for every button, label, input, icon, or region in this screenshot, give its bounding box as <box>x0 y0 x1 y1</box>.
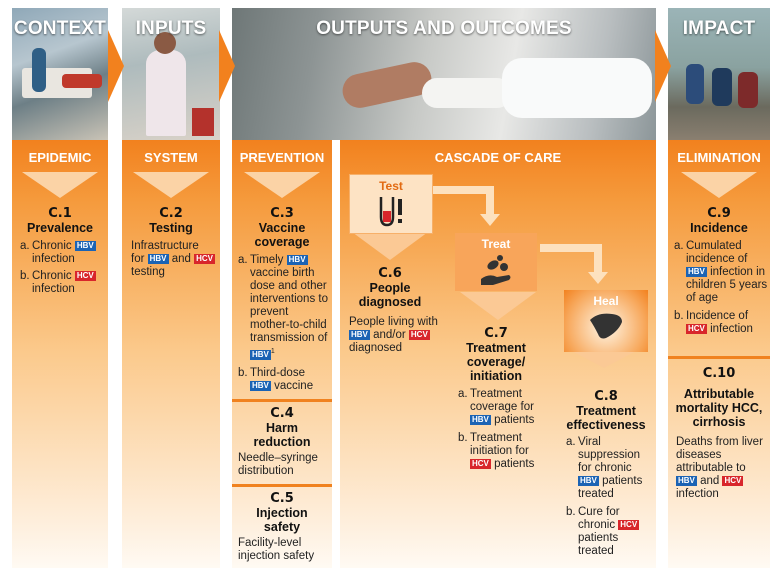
hcv-badge: HCV <box>470 459 491 469</box>
hcv-badge: HCV <box>618 520 640 530</box>
c7-title: Treatment coverage/ initiation <box>466 341 526 383</box>
test-tube-icon <box>379 197 402 227</box>
pills-in-hand-icon <box>481 255 511 285</box>
c8-body: a. Viral suppression for chronic HBV pati… <box>566 436 643 557</box>
treat-label: Treat <box>481 237 511 251</box>
test-stage-box: Test <box>349 174 433 234</box>
hbv-badge: HBV <box>676 476 697 486</box>
context-photo <box>12 8 108 140</box>
hbv-badge: HBV <box>578 476 599 486</box>
context-column <box>12 140 108 568</box>
treat-stage-box: Treat <box>455 233 537 291</box>
prevention-divider-1 <box>232 399 332 402</box>
system-subheader: SYSTEM <box>144 150 198 165</box>
hbv-badge: HBV <box>250 380 271 391</box>
outputs-photo <box>232 8 656 140</box>
epidemic-subheader: EPIDEMIC <box>28 150 92 165</box>
context-chevron <box>22 172 98 198</box>
c5-id: C.5 <box>270 491 294 506</box>
c6-title: People diagnosed <box>358 281 422 309</box>
c2-id: C.2 <box>159 206 183 221</box>
c6-body: People living with HBV and/or HCV diagno… <box>349 316 438 354</box>
hcv-badge: HCV <box>686 324 707 334</box>
c5-title: Injection safety <box>256 506 308 534</box>
hbv-badge: HBV <box>74 241 96 251</box>
inputs-column <box>122 140 220 568</box>
c7-body: a. Treatment coverage for HBV patients b.… <box>458 388 535 470</box>
hbv-badge: HBV <box>349 330 370 340</box>
c10-id: C.10 <box>702 366 736 381</box>
c5-body: Facility-level injection safety <box>238 537 315 562</box>
outputs-header: OUTPUTS AND OUTCOMES <box>316 18 572 39</box>
c2-title: Testing <box>149 221 193 235</box>
prevention-subheader: PREVENTION <box>239 150 325 165</box>
c1-id: C.1 <box>48 206 72 221</box>
c8-id: C.8 <box>594 389 618 404</box>
impact-column <box>668 140 770 568</box>
heal-stage-box: Heal <box>564 290 648 352</box>
c1-title: Prevalence <box>26 221 94 235</box>
hbv-badge: HBV <box>286 255 308 265</box>
cascade-subheader: CASCADE OF CARE <box>434 150 562 165</box>
c3-title: Vaccine coverage <box>254 221 310 249</box>
c9-id: C.9 <box>707 206 731 221</box>
impact-chevron <box>681 172 757 198</box>
c3-body: a. Timely HBV vaccine birth dose and othe… <box>238 254 328 392</box>
context-header: CONTEXT <box>13 18 107 39</box>
hbv-badge: HBV <box>250 349 271 360</box>
c6-id: C.6 <box>378 266 402 281</box>
c4-title: Harm reduction <box>253 421 311 449</box>
heal-label: Heal <box>593 294 619 308</box>
cascade-flow-arrows <box>352 186 642 368</box>
hcv-badge: HCV <box>408 330 430 340</box>
c2-body: Infrastructure for HBV and HCV testing <box>131 240 215 278</box>
c3-id: C.3 <box>270 206 294 221</box>
liver-icon <box>590 313 622 339</box>
c8-title: Treatment effectiveness <box>566 404 646 432</box>
c9-title: Incidence <box>690 221 748 235</box>
c7-id: C.7 <box>484 326 508 341</box>
hbv-badge: HBV <box>470 415 491 425</box>
header-arrow-3 <box>655 30 671 102</box>
c4-body: Needle–syringe distribution <box>238 452 318 477</box>
hcv-badge: HCV <box>722 476 744 486</box>
hbv-badge: HBV <box>686 267 707 277</box>
header-arrow-1 <box>108 30 124 102</box>
c10-body: Deaths from liver diseases attributable … <box>676 436 763 500</box>
impact-divider <box>668 356 770 359</box>
prevention-chevron <box>244 172 320 198</box>
impact-photo <box>668 8 770 140</box>
c9-body: a. Cumulated incidence of HBV infection i… <box>674 240 768 335</box>
hcv-badge: HCV <box>74 271 96 281</box>
hcv-badge: HCV <box>194 254 215 264</box>
header-arrow-2 <box>219 30 235 102</box>
c10-title: Attributable mortality HCC, cirrhosis <box>675 387 763 429</box>
c4-id: C.4 <box>270 406 294 421</box>
prevention-divider-2 <box>232 484 332 487</box>
prevention-column <box>232 140 332 568</box>
inputs-chevron <box>133 172 209 198</box>
elimination-subheader: ELIMINATION <box>677 150 761 165</box>
inputs-photo <box>122 8 220 140</box>
impact-header: IMPACT <box>682 18 756 39</box>
c1-body: a. Chronic HBV infection b. Chronic HCV infe… <box>20 240 96 295</box>
test-label: Test <box>379 179 403 193</box>
hbv-badge: HBV <box>147 254 169 264</box>
inputs-header: INPUTS <box>135 18 207 39</box>
